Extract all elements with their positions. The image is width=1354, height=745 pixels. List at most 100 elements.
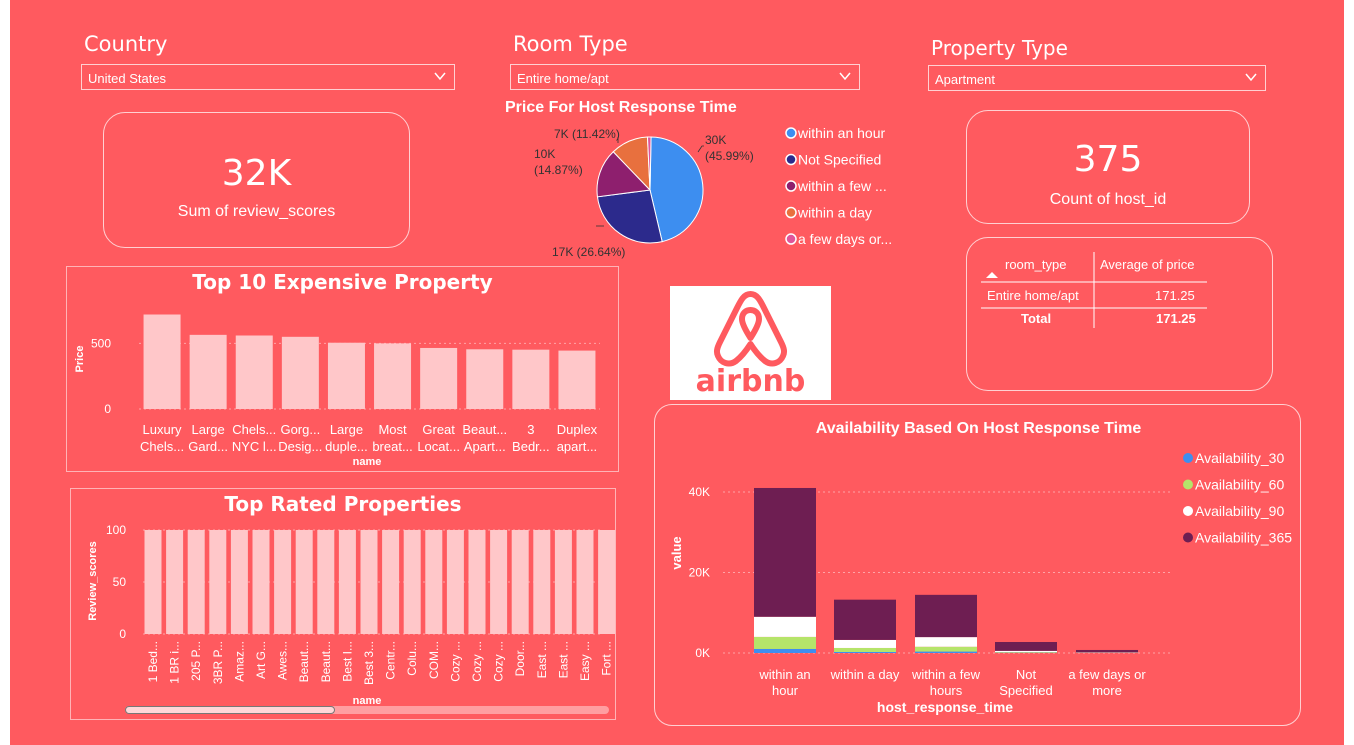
pie-slice[interactable]	[596, 189, 663, 244]
bar[interactable]	[554, 530, 572, 634]
legend-entry[interactable]: Availability_30	[1195, 450, 1284, 466]
chevron-down-icon	[1245, 73, 1257, 82]
top-rated-panel: Top Rated Properties 100 50 0 Review_scores…	[70, 488, 616, 720]
bar[interactable]	[189, 334, 227, 409]
table-header-room-type[interactable]: room_type	[1005, 257, 1067, 272]
bar[interactable]	[598, 530, 616, 634]
horizontal-scrollbar-thumb[interactable]	[125, 706, 335, 714]
room-type-dropdown[interactable]: Entire home/apt	[510, 64, 860, 90]
x-tick-label: Chels...	[140, 439, 184, 454]
top-expensive-title: Top 10 Expensive Property	[192, 270, 493, 294]
bar[interactable]	[235, 335, 273, 410]
stacked-bar-segment[interactable]	[995, 650, 1057, 653]
stacked-bar-segment[interactable]	[995, 642, 1057, 651]
bar[interactable]	[295, 530, 313, 634]
bar[interactable]	[166, 530, 184, 634]
bar[interactable]	[425, 530, 443, 634]
stacked-bar-segment[interactable]	[995, 652, 1057, 653]
pie-slice[interactable]	[646, 136, 652, 191]
y-tick-label: 20K	[689, 566, 710, 580]
stacked-bar-segment[interactable]	[754, 487, 816, 617]
bar[interactable]	[338, 530, 356, 634]
stacked-bar-segment[interactable]	[834, 599, 896, 640]
property-type-dropdown[interactable]: Apartment	[928, 65, 1266, 91]
bar[interactable]	[374, 343, 412, 409]
stacked-bar-segment[interactable]	[915, 651, 977, 653]
legend-entry[interactable]: within a few ...	[797, 178, 887, 194]
y-tick-label: 0	[104, 402, 111, 416]
legend-marker	[1183, 479, 1193, 490]
legend-marker	[785, 206, 797, 219]
stacked-bar-segment[interactable]	[754, 648, 816, 653]
pie-chart: 30K (45.99%) 17K (26.64%) 10K (14.87%) 7K (11…	[534, 125, 892, 259]
x-tick-label: NYC l...	[232, 439, 277, 454]
x-tick-label: Easy ...	[578, 641, 592, 681]
bar[interactable]	[143, 314, 181, 410]
stacked-bar-segment[interactable]	[915, 594, 977, 638]
legend-entry[interactable]: Availability_60	[1195, 477, 1284, 493]
legend-entry[interactable]: within a day	[797, 205, 872, 221]
stacked-bar-segment[interactable]	[754, 616, 816, 637]
stacked-bar-segment[interactable]	[915, 646, 977, 652]
x-tick-label: 3	[527, 422, 534, 437]
availability-panel: Availability Based On Host Response Time…	[654, 404, 1301, 726]
bar[interactable]	[446, 530, 464, 634]
airbnb-logo: airbnb	[670, 286, 831, 400]
table-total-label: Total	[1021, 311, 1052, 326]
bar[interactable]	[360, 530, 378, 634]
pie-data-label-pct: (14.87%)	[534, 163, 583, 177]
x-tick-label: Great	[422, 422, 455, 437]
table-total-price: 171.25	[1156, 311, 1196, 326]
bar[interactable]	[558, 350, 596, 409]
table-header-average-price[interactable]: Average of price	[1100, 257, 1195, 272]
legend-entry[interactable]: Availability_90	[1195, 503, 1284, 519]
bar[interactable]	[466, 349, 504, 409]
bar[interactable]	[490, 530, 508, 634]
top-expensive-chart: 500 0 Price Luxury Chels... Large Gard... Chels…	[74, 314, 600, 468]
bar[interactable]	[403, 530, 421, 634]
bar[interactable]	[382, 530, 400, 634]
bar[interactable]	[187, 530, 205, 634]
x-tick-label: Locat...	[417, 439, 460, 454]
stacked-bar-segment[interactable]	[834, 647, 896, 652]
x-tick-label: Amaz...	[232, 641, 246, 682]
bar[interactable]	[420, 347, 458, 409]
bar[interactable]	[281, 336, 319, 409]
stacked-bar-segment[interactable]	[834, 639, 896, 648]
bar[interactable]	[274, 530, 292, 634]
bar[interactable]	[533, 530, 551, 634]
bar[interactable]	[512, 349, 550, 409]
y-tick-label: 100	[106, 523, 126, 537]
legend-entry[interactable]: Availability_365	[1195, 530, 1292, 546]
bar[interactable]	[317, 530, 335, 634]
x-tick-label: COM...	[427, 641, 441, 679]
sort-ascending-icon[interactable]	[986, 272, 998, 278]
pie-slice[interactable]	[596, 151, 652, 198]
country-dropdown[interactable]: United States	[81, 64, 455, 90]
bar[interactable]	[252, 530, 270, 634]
bar[interactable]	[576, 530, 594, 634]
bar[interactable]	[209, 530, 227, 634]
bar[interactable]	[144, 530, 162, 634]
bar[interactable]	[327, 342, 365, 409]
bar[interactable]	[511, 530, 529, 634]
x-tick-label: Best 3...	[362, 641, 376, 685]
pie-slice[interactable]	[649, 136, 704, 243]
host-count-card: 375 Count of host_id	[966, 110, 1250, 224]
x-tick-label: within an	[758, 667, 810, 682]
bar[interactable]	[468, 530, 486, 634]
bar[interactable]	[230, 530, 248, 634]
x-tick-label: breat...	[372, 439, 412, 454]
stacked-bar-segment[interactable]	[834, 651, 896, 653]
horizontal-scrollbar-track[interactable]	[125, 706, 609, 714]
legend-marker	[785, 233, 797, 245]
legend-entry[interactable]: Not Specified	[798, 152, 881, 168]
stacked-bar-segment[interactable]	[915, 637, 977, 647]
y-axis-label: Price	[74, 346, 86, 373]
legend-entry[interactable]: within an hour	[797, 125, 886, 141]
stacked-bar-segment[interactable]	[1076, 649, 1138, 653]
stacked-bar-segment[interactable]	[754, 636, 816, 649]
legend-entry[interactable]: a few days or...	[798, 231, 892, 247]
review-scores-value: 32K	[221, 153, 292, 194]
